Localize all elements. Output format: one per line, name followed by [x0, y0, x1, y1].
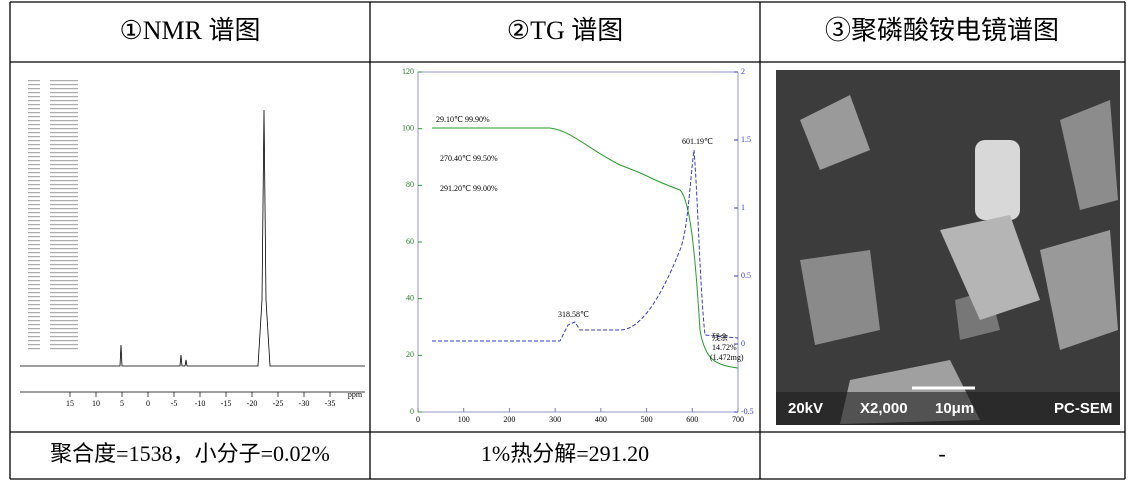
tg-axes: 0 100 200 300 400 500 600 700020406080100120-0.…	[402, 67, 754, 424]
x-tick-label: 100	[458, 415, 470, 424]
x-tick-label: 600	[686, 415, 698, 424]
tick-label: 0	[146, 399, 150, 408]
y2-tick-label: 1.5	[741, 135, 751, 144]
axis-unit: ppm	[348, 390, 363, 399]
y-tick-label: 60	[406, 237, 414, 246]
tick-label: -15	[221, 399, 232, 408]
y2-tick-label: 0.5	[741, 271, 751, 280]
tick-label: -30	[299, 399, 310, 408]
sem-label: X2,000	[860, 400, 908, 417]
tick-label: 10	[92, 399, 100, 408]
cell: 聚合度=1538，小分子=0.02%	[50, 441, 330, 466]
annotation: 601.19℃	[682, 137, 713, 146]
tick-label: -20	[247, 399, 258, 408]
x-tick-label: 300	[549, 415, 561, 424]
y-tick-label: 120	[402, 67, 414, 76]
tick-label: -25	[273, 399, 284, 408]
annotation: 270.40℃ 99.50%	[440, 154, 498, 163]
table-borders	[9, 1, 1126, 480]
nmr-axis: 15 10 5 0 -5 -10 -15 -20 -25 -30 -35 ppm	[66, 390, 363, 408]
y-tick-label: 0	[410, 407, 414, 416]
annotation: 残余	[712, 332, 728, 342]
x-tick-label: 500	[641, 415, 653, 424]
x-tick-label: 400	[595, 415, 607, 424]
tick-label: 15	[66, 399, 74, 408]
tick-label: -35	[325, 399, 336, 408]
sem-label: PC-SEM	[1054, 400, 1112, 417]
y-tick-label: 80	[406, 180, 414, 189]
x-tick-label: 0	[416, 415, 420, 424]
sem-label: 20kV	[788, 400, 823, 417]
y2-tick-label: 1	[741, 203, 745, 212]
tick-label: 5	[120, 399, 124, 408]
tick-label: -5	[171, 399, 178, 408]
y-tick-label: 100	[402, 123, 414, 132]
y2-tick-label: 0	[741, 339, 745, 348]
y2-tick-label: -0.5	[741, 407, 754, 416]
annotation: 318.58℃	[558, 310, 589, 319]
annotation: 14.72%	[712, 343, 737, 352]
sem-image	[776, 70, 1120, 425]
x-tick-label: 700	[732, 415, 744, 424]
annotation: (1.472mg)	[710, 353, 744, 362]
y-tick-label: 20	[406, 350, 414, 359]
annotation: 29.10℃ 99.90%	[436, 115, 490, 124]
nmr-spectrum	[20, 80, 365, 393]
header-cell: ③聚磷酸铵电镜谱图	[825, 16, 1059, 45]
x-tick-label: 200	[503, 415, 515, 424]
y2-tick-label: 2	[741, 67, 745, 76]
cell: 1%热分解=291.20	[481, 441, 649, 466]
annotation: 291.20℃ 99.00%	[440, 184, 498, 193]
parameter-block	[28, 80, 78, 350]
header-cell: ②TG 谱图	[507, 16, 623, 45]
y-tick-label: 40	[406, 293, 414, 302]
header-cell: ①NMR 谱图	[119, 16, 260, 45]
tick-label: -10	[195, 399, 206, 408]
sem-label: 10μm	[935, 400, 974, 417]
cell: -	[938, 441, 945, 466]
